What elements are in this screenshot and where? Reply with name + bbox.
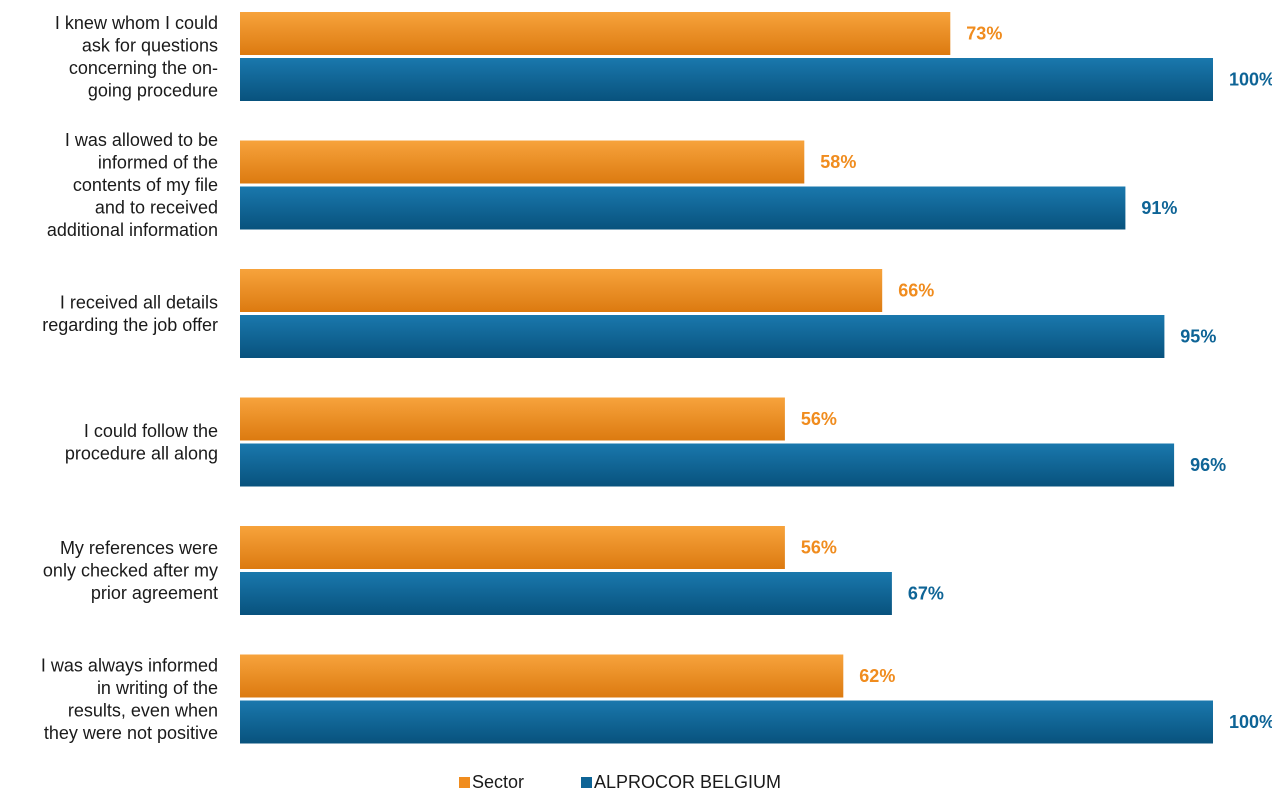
category-label-line: in writing of the xyxy=(97,678,218,698)
category-label: I knew whom I could ask for questions conc… xyxy=(55,13,218,101)
bar-sector xyxy=(240,12,951,55)
bar-sector xyxy=(240,654,844,698)
plot-area: I knew whom I could ask for questions conc… xyxy=(41,12,1272,744)
category-label-line: I knew whom I could xyxy=(55,13,218,33)
category-label-line: regarding the job offer xyxy=(42,315,218,335)
category-label-line: only checked after my xyxy=(43,561,218,581)
category-label-line: I received all details xyxy=(60,292,218,312)
value-label-sector: 58% xyxy=(820,152,856,172)
category-label-line: informed of the xyxy=(98,153,218,173)
value-label-alprocor: 95% xyxy=(1180,327,1216,347)
bar-sector xyxy=(240,140,805,184)
category-label: I was always informed in writing of the re… xyxy=(41,655,218,743)
bar-sector xyxy=(240,269,883,312)
bar-alprocor xyxy=(240,572,892,615)
category-label-line: concerning the on- xyxy=(69,58,218,78)
category-label: I received all details regarding the job … xyxy=(42,292,218,335)
bar-alprocor xyxy=(240,700,1213,744)
bar-alprocor xyxy=(240,186,1126,230)
bar-alprocor xyxy=(240,58,1213,101)
category-label-line: procedure all along xyxy=(65,443,218,463)
category-label-line: ask for questions xyxy=(82,35,218,55)
legend-swatch-sector xyxy=(459,777,470,788)
legend-swatch-alprocor xyxy=(581,777,592,788)
bar-alprocor xyxy=(240,443,1175,487)
value-label-alprocor: 100% xyxy=(1229,712,1272,732)
value-label-sector: 62% xyxy=(859,666,895,686)
value-label-alprocor: 67% xyxy=(908,584,944,604)
legend-label-sector: Sector xyxy=(472,772,524,792)
category-label-line: and to received xyxy=(95,198,218,218)
bar-sector xyxy=(240,397,785,441)
value-label-sector: 66% xyxy=(898,281,934,301)
category-label-line: they were not positive xyxy=(44,723,218,743)
category-label-line: going procedure xyxy=(88,80,218,100)
category-label-line: My references were xyxy=(60,538,218,558)
value-label-alprocor: 91% xyxy=(1141,198,1177,218)
category-label-line: results, even when xyxy=(68,700,218,720)
category-label-line: prior agreement xyxy=(91,583,218,603)
bar-sector xyxy=(240,526,785,569)
value-label-sector: 56% xyxy=(801,409,837,429)
value-label-sector: 73% xyxy=(966,24,1002,44)
value-label-alprocor: 100% xyxy=(1229,70,1272,90)
category-label-line: I was allowed to be xyxy=(65,130,218,150)
category-label-line: I was always informed xyxy=(41,655,218,675)
category-label-line: contents of my file xyxy=(73,175,218,195)
category-label-line: I could follow the xyxy=(84,421,218,441)
category-label-line: additional information xyxy=(47,220,218,240)
category-label: I was allowed to be informed of the conten… xyxy=(47,130,218,240)
value-label-alprocor: 96% xyxy=(1190,455,1226,475)
category-label: I could follow the procedure all along xyxy=(65,421,218,464)
legend: Sector ALPROCOR BELGIUM xyxy=(459,772,781,792)
value-label-sector: 56% xyxy=(801,538,837,558)
category-label: My references were only checked after my p… xyxy=(43,538,218,603)
bar-alprocor xyxy=(240,315,1165,358)
legend-label-alprocor: ALPROCOR BELGIUM xyxy=(594,772,781,792)
